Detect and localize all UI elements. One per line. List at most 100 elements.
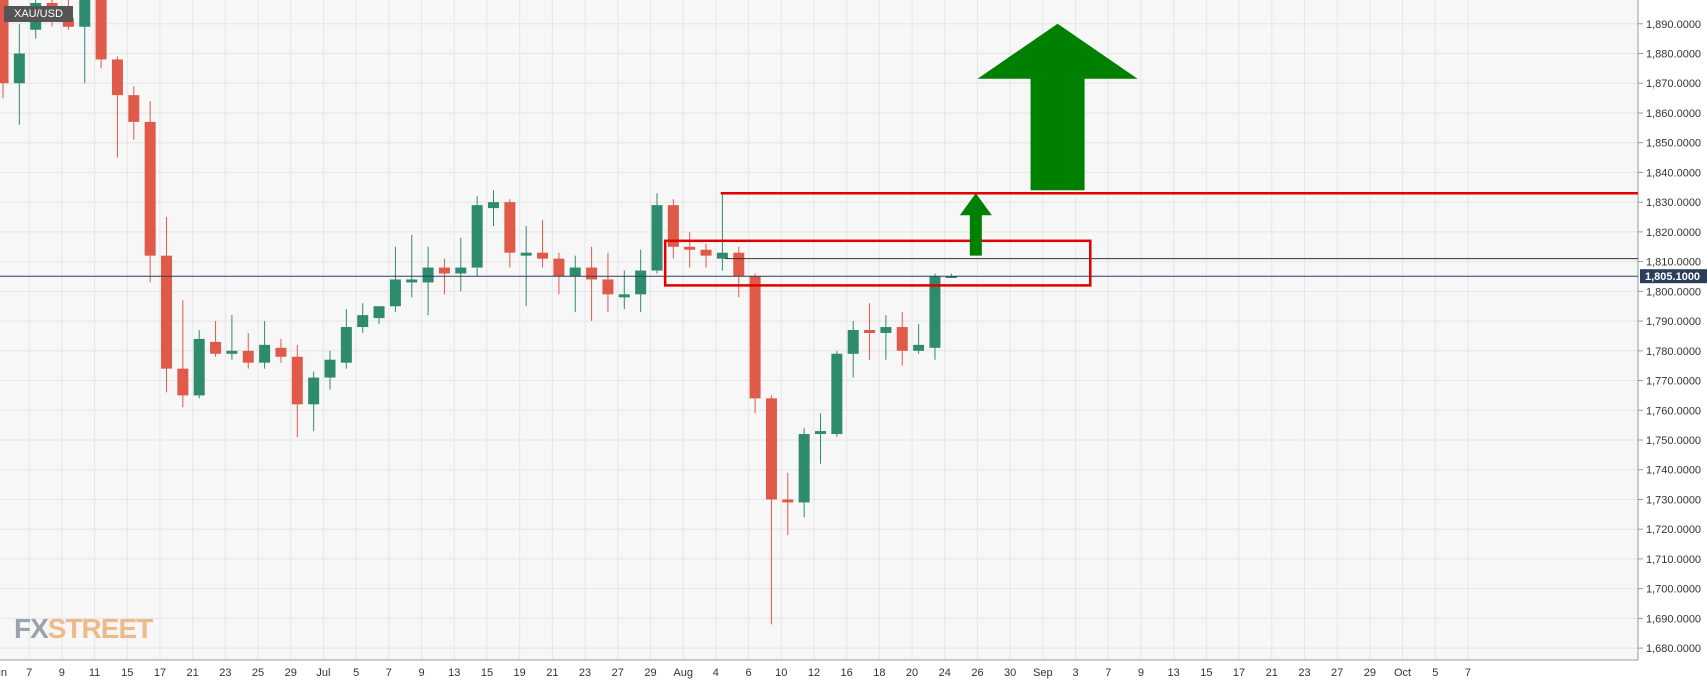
candle-up — [406, 279, 418, 283]
candle-up — [308, 377, 320, 405]
candle-down — [537, 252, 549, 259]
x-tick-label: 20 — [906, 667, 918, 679]
x-tick-label: Sep — [1033, 667, 1053, 679]
candle-down — [291, 356, 303, 405]
candle-up — [422, 267, 434, 283]
candle-up — [389, 279, 401, 307]
candle-down — [275, 347, 287, 357]
x-tick-label: 29 — [644, 667, 656, 679]
candle-down — [177, 368, 189, 396]
y-tick-label: 1,760.0000 — [1646, 405, 1701, 417]
grid-lines — [0, 0, 1638, 660]
y-tick-label: 1,720.0000 — [1646, 524, 1701, 536]
candle-up — [913, 344, 925, 351]
x-tick-label: 23 — [1298, 667, 1310, 679]
x-tick-label: 9 — [59, 667, 65, 679]
candle-down — [62, 17, 74, 27]
x-tick-label: 29 — [285, 667, 297, 679]
x-tick-label: 26 — [971, 667, 983, 679]
candle-up — [798, 434, 810, 503]
candle-up — [340, 327, 352, 363]
y-axis: 1,680.0000 1,690.0000 1,700.0000 1,710.0000… — [1637, 0, 1701, 660]
candle-down — [161, 255, 172, 369]
x-tick-label: 13 — [448, 667, 460, 679]
small-up-arrow — [959, 193, 992, 256]
price-tag-label: 1,805.1000 — [1645, 271, 1700, 283]
y-tick-label: 1,800.0000 — [1646, 286, 1701, 298]
x-tick-label: 21 — [187, 667, 199, 679]
price-tag-box — [1640, 269, 1707, 284]
symbol-badge: XAU/USD — [4, 6, 73, 22]
candle-up — [880, 327, 892, 333]
y-tick-label: 1,850.0000 — [1646, 138, 1701, 150]
x-tick-label: 21 — [1266, 667, 1278, 679]
candle-down — [111, 59, 123, 96]
current-price-tag: 1,805.1000 — [1640, 269, 1707, 284]
x-tick-label: 19 — [514, 667, 526, 679]
x-tick-label: 15 — [481, 667, 493, 679]
x-tick-label: Jun — [0, 667, 7, 679]
x-tick-label: 18 — [873, 667, 885, 679]
candle-up — [79, 0, 91, 27]
candle-down — [438, 267, 450, 274]
candle-down — [504, 202, 516, 253]
candle-down — [782, 499, 794, 503]
candle-up — [193, 338, 205, 396]
candle-up — [716, 252, 728, 259]
candle-down — [128, 95, 140, 122]
x-tick-label: 15 — [1200, 667, 1212, 679]
candle-up — [324, 359, 336, 378]
plot-background — [0, 0, 1638, 660]
y-tick-label: 1,740.0000 — [1646, 465, 1701, 477]
candle-up — [226, 350, 238, 354]
x-tick-label: 6 — [745, 667, 751, 679]
x-tick-label: 3 — [1072, 667, 1078, 679]
x-tick-label: 27 — [1331, 667, 1343, 679]
candle-down — [896, 327, 908, 351]
x-tick-label: 7 — [386, 667, 392, 679]
candle-up — [945, 276, 957, 278]
candle-up — [488, 202, 499, 209]
x-tick-label: 13 — [1168, 667, 1180, 679]
x-tick-label: 7 — [26, 667, 32, 679]
x-tick-label: 5 — [353, 667, 359, 679]
candle-up — [520, 252, 532, 256]
x-tick-label: 12 — [808, 667, 820, 679]
candle-down — [210, 341, 222, 354]
candle-down — [553, 258, 565, 277]
candle-down — [864, 330, 876, 333]
resistance-zone-box — [663, 239, 1092, 287]
candle-down — [684, 246, 696, 250]
x-tick-label: 25 — [252, 667, 264, 679]
x-tick-label: 24 — [939, 667, 951, 679]
candle-down — [765, 398, 777, 500]
x-tick-label: 9 — [1138, 667, 1144, 679]
candle-up — [471, 205, 483, 268]
candle-down — [0, 0, 9, 84]
y-tick-label: 1,730.0000 — [1646, 494, 1701, 506]
candle-up — [847, 330, 859, 354]
x-tick-label: 17 — [1233, 667, 1245, 679]
y-tick-label: 1,840.0000 — [1646, 167, 1701, 179]
big-up-arrow — [977, 23, 1138, 191]
y-tick-label: 1,700.0000 — [1646, 584, 1701, 596]
x-axis: Jun 7 9 11 15 17 21 23 25 29 Jul 5 7 9 13 15 19 21 23 27 29 A… — [0, 659, 1638, 679]
y-tick-label: 1,870.0000 — [1646, 78, 1701, 90]
x-tick-label: 9 — [418, 667, 424, 679]
candle-down — [667, 205, 679, 247]
x-tick-label: 30 — [1004, 667, 1016, 679]
y-tick-label: 1,680.0000 — [1646, 643, 1701, 655]
x-tick-label: 10 — [775, 667, 787, 679]
x-tick-label: Jul — [316, 667, 330, 679]
candle-up — [13, 53, 25, 84]
candle-down — [700, 249, 712, 256]
candlestick-series — [0, 0, 957, 625]
y-tick-label: 1,820.0000 — [1646, 227, 1701, 239]
candle-down — [602, 279, 614, 295]
y-tick-label: 1,890.0000 — [1646, 19, 1701, 31]
x-tick-label: 7 — [1465, 667, 1471, 679]
candle-down — [144, 121, 156, 256]
candle-down — [586, 267, 598, 280]
x-tick-label: 15 — [121, 667, 133, 679]
